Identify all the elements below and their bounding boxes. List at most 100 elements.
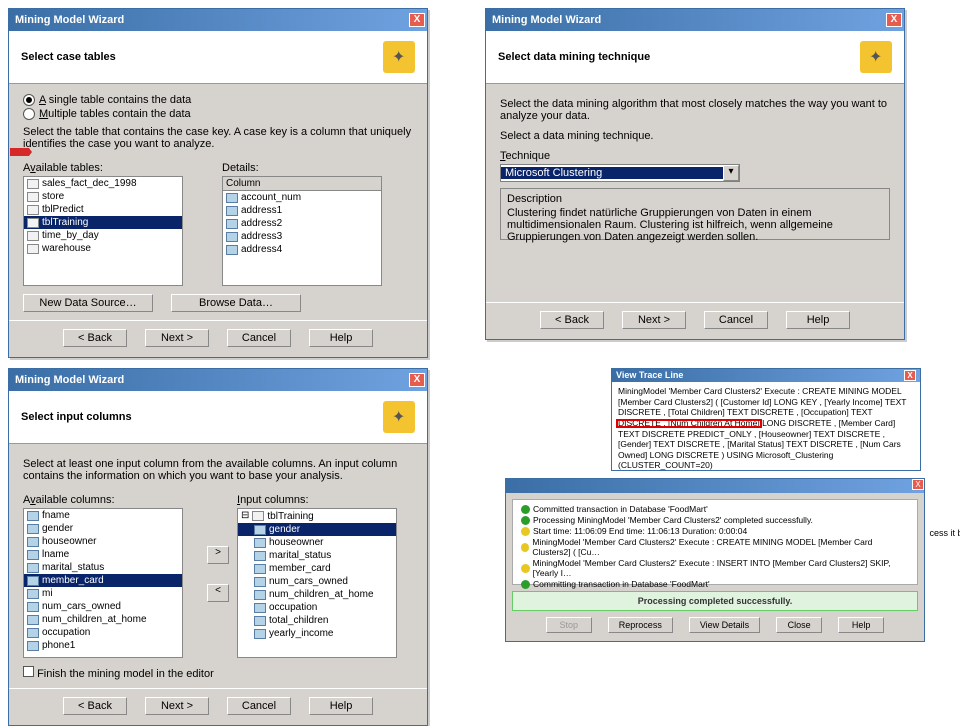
column-icon bbox=[226, 193, 238, 203]
process-log-line: Committed transaction in Database 'FoodM… bbox=[517, 504, 913, 515]
table-item[interactable]: sales_fact_dec_1998 bbox=[24, 177, 182, 190]
available-column-item[interactable]: phone1 bbox=[24, 639, 182, 652]
back-button[interactable]: < Back bbox=[63, 697, 127, 715]
input-column-item[interactable]: member_card bbox=[238, 562, 396, 575]
next-button[interactable]: Next > bbox=[622, 311, 686, 329]
input-root-item[interactable]: ⊟tblTraining bbox=[238, 509, 396, 523]
available-column-item[interactable]: lname bbox=[24, 548, 182, 561]
available-column-item[interactable]: occupation bbox=[24, 626, 182, 639]
column-icon bbox=[254, 603, 266, 613]
input-column-item[interactable]: num_children_at_home bbox=[238, 588, 396, 601]
input-column-item[interactable]: yearly_income bbox=[238, 627, 396, 640]
window-title: Mining Model Wizard bbox=[492, 14, 601, 26]
input-column-item[interactable]: total_children bbox=[238, 614, 396, 627]
table-item[interactable]: store bbox=[24, 190, 182, 203]
technique-value: Microsoft Clustering bbox=[501, 167, 723, 179]
browse-data-button[interactable]: Browse Data… bbox=[171, 294, 301, 312]
table-item[interactable]: warehouse bbox=[24, 242, 182, 255]
description-box: Description Clustering findet natürliche… bbox=[500, 188, 890, 240]
table-item[interactable]: time_by_day bbox=[24, 229, 182, 242]
cancel-button[interactable]: Cancel bbox=[227, 697, 291, 715]
input-column-item[interactable]: num_cars_owned bbox=[238, 575, 396, 588]
available-column-item[interactable]: gender bbox=[24, 522, 182, 535]
table-item[interactable]: tblTraining bbox=[24, 216, 182, 229]
process-log-line: Start time: 11:06:09 End time: 11:06:13 … bbox=[517, 526, 913, 537]
input-column-item[interactable]: occupation bbox=[238, 601, 396, 614]
help-button[interactable]: Help bbox=[786, 311, 850, 329]
column-icon bbox=[27, 641, 39, 651]
column-icon bbox=[27, 628, 39, 638]
close-icon[interactable]: X bbox=[409, 373, 425, 387]
available-column-item[interactable]: fname bbox=[24, 509, 182, 522]
technique-combobox[interactable]: Microsoft Clustering ▾ bbox=[500, 164, 740, 182]
column-item[interactable]: address4 bbox=[223, 243, 381, 256]
help-button[interactable]: Help bbox=[309, 329, 373, 347]
description-label: Description bbox=[507, 193, 883, 205]
reprocess-button[interactable]: Reprocess bbox=[608, 617, 673, 633]
column-icon bbox=[254, 590, 266, 600]
available-columns-label: Available columns: bbox=[23, 494, 199, 506]
details-columns-list[interactable]: Column account_numaddress1address2addres… bbox=[222, 176, 382, 286]
status-icon bbox=[521, 564, 530, 573]
view-details-button[interactable]: View Details bbox=[689, 617, 760, 633]
column-item[interactable]: account_num bbox=[223, 191, 381, 204]
input-columns-tree[interactable]: ⊟tblTraininggenderhouseownermarital_stat… bbox=[237, 508, 397, 658]
back-button[interactable]: < Back bbox=[63, 329, 127, 347]
input-column-item[interactable]: gender bbox=[238, 523, 396, 536]
available-column-item[interactable]: member_card bbox=[24, 574, 182, 587]
column-item[interactable]: address1 bbox=[223, 204, 381, 217]
technique-label: Technique bbox=[500, 150, 890, 162]
column-item[interactable]: address2 bbox=[223, 217, 381, 230]
table-item[interactable]: tblPredict bbox=[24, 203, 182, 216]
status-icon bbox=[521, 505, 530, 514]
cancel-button[interactable]: Cancel bbox=[704, 311, 768, 329]
available-column-item[interactable]: num_children_at_home bbox=[24, 613, 182, 626]
close-icon[interactable]: X bbox=[409, 13, 425, 27]
chevron-down-icon[interactable]: ▾ bbox=[723, 165, 739, 181]
available-tables-list[interactable]: sales_fact_dec_1998storetblPredicttblTra… bbox=[23, 176, 183, 286]
finish-in-editor-checkbox[interactable] bbox=[23, 666, 34, 677]
radio-single-table[interactable] bbox=[23, 94, 35, 106]
available-column-item[interactable]: mi bbox=[24, 587, 182, 600]
select-technique-label: Select a data mining technique. bbox=[500, 130, 890, 142]
new-data-source-button[interactable]: New Data Source… bbox=[23, 294, 153, 312]
available-column-item[interactable]: num_cars_owned bbox=[24, 600, 182, 613]
process-log-line: Processing MiningModel 'Member Card Clus… bbox=[517, 515, 913, 526]
window-titlebar: Mining Model Wizard X bbox=[9, 369, 427, 391]
column-icon bbox=[27, 615, 39, 625]
callout-arrow bbox=[10, 148, 32, 156]
available-columns-list[interactable]: fnamegenderhouseownerlnamemarital_status… bbox=[23, 508, 183, 658]
next-button[interactable]: Next > bbox=[145, 697, 209, 715]
input-column-item[interactable]: marital_status bbox=[238, 549, 396, 562]
close-icon[interactable]: X bbox=[904, 370, 916, 381]
close-icon[interactable]: X bbox=[886, 13, 902, 27]
table-icon bbox=[27, 244, 39, 254]
column-icon bbox=[254, 564, 266, 574]
finish-in-editor-label: Finish the mining model in the editor bbox=[37, 668, 214, 680]
help-button[interactable]: Help bbox=[309, 697, 373, 715]
back-button[interactable]: < Back bbox=[540, 311, 604, 329]
radio-multiple-tables[interactable] bbox=[23, 108, 35, 120]
add-column-button[interactable]: > bbox=[207, 546, 229, 564]
status-icon bbox=[521, 516, 530, 525]
status-icon bbox=[521, 543, 529, 552]
input-column-item[interactable]: houseowner bbox=[238, 536, 396, 549]
cancel-button[interactable]: Cancel bbox=[227, 329, 291, 347]
next-button[interactable]: Next > bbox=[145, 329, 209, 347]
close-icon[interactable]: X bbox=[912, 479, 924, 490]
description-text: Clustering findet natürliche Gruppierung… bbox=[507, 207, 883, 243]
column-item[interactable]: address3 bbox=[223, 230, 381, 243]
process-log: Committed transaction in Database 'FoodM… bbox=[512, 499, 918, 585]
table-icon bbox=[27, 179, 39, 189]
column-icon bbox=[226, 206, 238, 216]
instruction-text: Select the data mining algorithm that mo… bbox=[500, 98, 890, 122]
close-button[interactable]: Close bbox=[776, 617, 822, 633]
help-button[interactable]: Help bbox=[838, 617, 884, 633]
available-column-item[interactable]: houseowner bbox=[24, 535, 182, 548]
stop-button[interactable]: Stop bbox=[546, 617, 592, 633]
process-log-line: MiningModel 'Member Card Clusters2' Exec… bbox=[517, 558, 913, 579]
column-icon bbox=[254, 525, 266, 535]
column-icon bbox=[254, 538, 266, 548]
remove-column-button[interactable]: < bbox=[207, 584, 229, 602]
available-column-item[interactable]: marital_status bbox=[24, 561, 182, 574]
